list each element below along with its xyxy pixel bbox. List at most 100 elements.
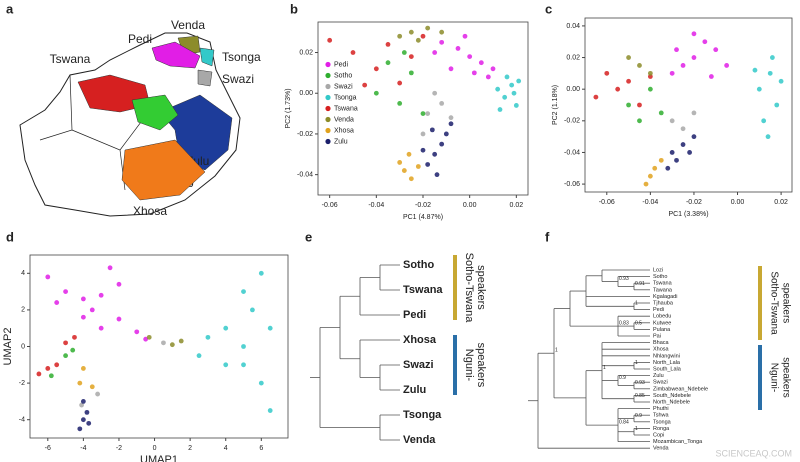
legend-swatch bbox=[325, 138, 331, 145]
point bbox=[615, 86, 621, 92]
leaf-label: Sotho bbox=[403, 259, 434, 271]
y-tick-label: -0.04 bbox=[564, 149, 580, 156]
group-label: speakers bbox=[780, 283, 791, 324]
support-label: 0.93 bbox=[619, 276, 629, 282]
legend-swatch bbox=[325, 61, 331, 68]
point bbox=[448, 121, 454, 127]
y-tick-label: -0.02 bbox=[564, 118, 580, 125]
point bbox=[146, 334, 152, 340]
point bbox=[397, 80, 403, 86]
support-label: 0.9 bbox=[619, 375, 626, 381]
point bbox=[401, 168, 407, 173]
point bbox=[258, 380, 264, 386]
support-label: 1 bbox=[603, 365, 606, 371]
point bbox=[626, 55, 631, 60]
leaf-label: Tawana bbox=[653, 287, 673, 293]
point bbox=[756, 86, 762, 92]
panel-label: a bbox=[6, 1, 14, 16]
x-tick-label: 0.00 bbox=[463, 202, 477, 209]
point bbox=[80, 417, 86, 423]
region bbox=[199, 47, 215, 67]
point bbox=[89, 307, 95, 313]
point bbox=[63, 353, 68, 359]
point bbox=[415, 37, 421, 43]
point bbox=[161, 340, 166, 346]
point bbox=[680, 126, 686, 132]
point bbox=[669, 150, 675, 155]
point bbox=[767, 70, 773, 76]
point bbox=[178, 338, 184, 344]
legend-label: Pedi bbox=[334, 61, 348, 68]
region bbox=[121, 139, 206, 201]
point bbox=[439, 101, 445, 106]
point bbox=[116, 316, 122, 322]
point bbox=[724, 63, 730, 68]
leaf-label: Xhosa bbox=[653, 347, 670, 353]
support-label: 0.93 bbox=[635, 380, 645, 386]
support-label: 0.83 bbox=[619, 320, 629, 326]
point bbox=[490, 66, 496, 72]
leaf-label: Tshwa bbox=[653, 413, 670, 419]
point bbox=[86, 420, 92, 426]
point bbox=[241, 362, 246, 368]
support-label: 0.9 bbox=[635, 413, 642, 419]
x-tick-label: -0.02 bbox=[415, 202, 431, 209]
region-label: Tsonga bbox=[222, 50, 261, 64]
point bbox=[408, 70, 414, 76]
panel-label: b bbox=[290, 1, 298, 16]
y-axis-label: PC2 (1.18%) bbox=[552, 85, 559, 125]
point bbox=[401, 50, 407, 55]
x-tick-label: -0.04 bbox=[642, 199, 658, 206]
point bbox=[448, 66, 454, 72]
y-tick-label: -4 bbox=[19, 417, 25, 424]
point bbox=[674, 47, 679, 53]
point bbox=[80, 296, 86, 302]
y-tick-label: 0.04 bbox=[566, 23, 580, 30]
point bbox=[604, 70, 610, 76]
x-tick-label: 2 bbox=[188, 445, 192, 452]
leaf-label: North_Ndebele bbox=[653, 399, 690, 405]
legend-swatch bbox=[325, 72, 331, 79]
point bbox=[267, 408, 273, 413]
group-label: Sotho-Tswana bbox=[768, 271, 779, 335]
point bbox=[432, 90, 438, 96]
point bbox=[250, 307, 255, 313]
support-label: 0.84 bbox=[619, 419, 629, 425]
leaf-label: Swazi bbox=[653, 380, 668, 386]
point bbox=[80, 314, 86, 320]
point bbox=[350, 50, 356, 55]
map: VendaPediTsongaTswanaSwaziZuluSothoXhosa bbox=[19, 18, 261, 218]
y-tick-label: -0.06 bbox=[564, 181, 580, 188]
leaf-label: Swazi bbox=[403, 359, 434, 371]
x-tick-label: -0.02 bbox=[686, 199, 702, 206]
point bbox=[373, 66, 379, 72]
region-label: Swazi bbox=[222, 72, 254, 86]
y-tick-label: 0.00 bbox=[566, 86, 580, 93]
point bbox=[713, 47, 719, 53]
legend-label: Tsonga bbox=[334, 94, 357, 101]
point bbox=[504, 74, 510, 80]
legend-swatch bbox=[325, 105, 331, 112]
point bbox=[691, 134, 697, 140]
leaf-label: Kutwee bbox=[653, 320, 671, 326]
point bbox=[54, 362, 60, 368]
point bbox=[658, 157, 664, 163]
point bbox=[397, 160, 403, 165]
point bbox=[425, 162, 431, 167]
panel-label: f bbox=[545, 229, 550, 244]
point bbox=[77, 380, 83, 386]
leaf-label: Zulu bbox=[403, 384, 426, 396]
region bbox=[151, 41, 201, 69]
leaf-label: Pulana bbox=[653, 327, 671, 333]
point bbox=[471, 70, 477, 76]
point bbox=[432, 50, 438, 55]
point bbox=[443, 131, 449, 137]
point bbox=[267, 325, 273, 331]
point bbox=[455, 46, 461, 51]
group-label: Sotho-Tswana bbox=[463, 253, 475, 324]
region-label: Tswana bbox=[50, 52, 91, 66]
point bbox=[107, 265, 113, 271]
x-axis-label: PC1 (4.87%) bbox=[403, 214, 443, 221]
group-label: speakers bbox=[475, 265, 487, 310]
leaf-label: Pedi bbox=[403, 309, 426, 321]
